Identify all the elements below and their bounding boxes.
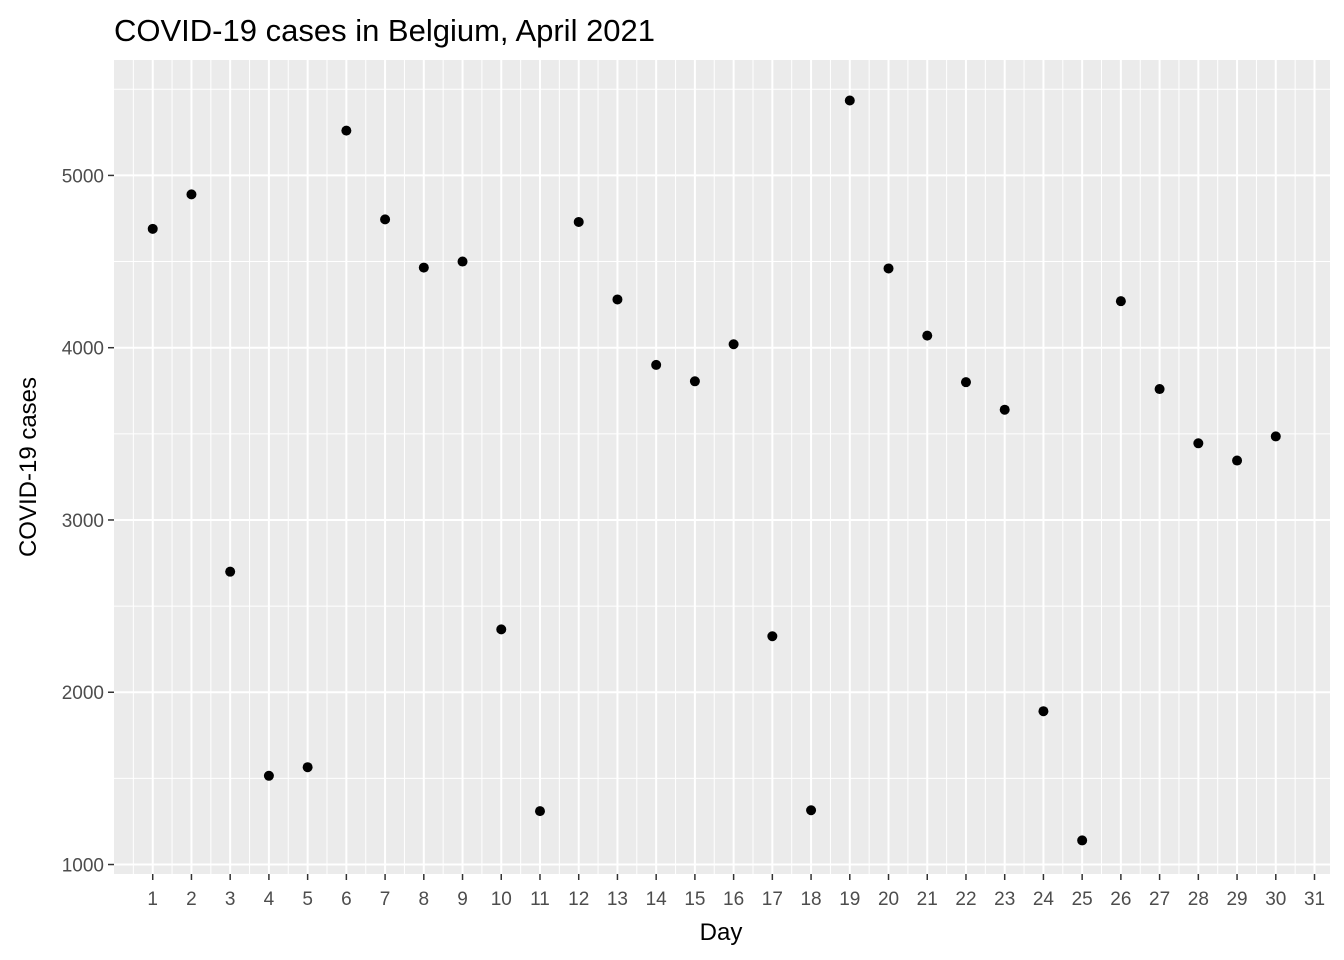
x-tick-label: 27 <box>1149 889 1170 910</box>
x-tick-label: 20 <box>878 889 899 910</box>
data-point <box>922 330 933 341</box>
x-tick-label: 31 <box>1304 889 1325 910</box>
y-tick-label: 1000 <box>62 856 104 877</box>
data-points <box>147 95 1281 846</box>
data-point <box>457 256 468 267</box>
y-tick-label: 5000 <box>62 166 104 187</box>
x-tick-label: 9 <box>457 889 468 910</box>
x-tick-label: 6 <box>341 889 352 910</box>
data-point <box>341 125 352 136</box>
x-tick-label: 23 <box>994 889 1015 910</box>
x-axis-ticks: 1 2 3 4 5 6 7 8 9 10 11 12 13 14 15 16 17 18 19 20 21 22 23 24 2… <box>147 874 1325 910</box>
x-tick-label: 29 <box>1226 889 1247 910</box>
data-point <box>534 806 545 817</box>
data-point <box>844 95 855 106</box>
chart-title: COVID-19 cases in Belgium, April 2021 <box>114 13 655 48</box>
data-point <box>728 339 739 350</box>
x-tick-label: 28 <box>1188 889 1209 910</box>
data-point <box>1270 431 1281 442</box>
data-point <box>883 263 894 274</box>
y-tick-label: 4000 <box>62 339 104 360</box>
x-tick-label: 21 <box>917 889 938 910</box>
data-point <box>573 216 584 227</box>
data-point <box>1077 835 1088 846</box>
x-tick-label: 15 <box>684 889 705 910</box>
x-tick-label: 17 <box>762 889 783 910</box>
data-point <box>302 762 313 773</box>
x-tick-label: 8 <box>419 889 430 910</box>
x-tick-label: 22 <box>955 889 976 910</box>
x-tick-label: 7 <box>380 889 391 910</box>
x-tick-label: 2 <box>186 889 197 910</box>
x-tick-label: 30 <box>1265 889 1286 910</box>
x-tick-label: 11 <box>530 889 550 910</box>
x-tick-label: 14 <box>646 889 668 910</box>
x-tick-label: 26 <box>1110 889 1131 910</box>
data-point <box>496 624 507 635</box>
data-point <box>960 377 971 388</box>
data-point <box>651 359 662 370</box>
x-tick-label: 24 <box>1033 889 1055 910</box>
data-point <box>767 631 778 642</box>
data-point <box>186 189 197 200</box>
x-tick-label: 25 <box>1072 889 1093 910</box>
y-axis-ticks: 1000 2000 3000 4000 5000 <box>62 166 114 877</box>
x-tick-label: 19 <box>839 889 860 910</box>
x-tick-label: 5 <box>302 889 313 910</box>
y-tick-label: 2000 <box>62 683 104 704</box>
data-point <box>1115 296 1126 307</box>
x-tick-label: 1 <box>147 889 158 910</box>
x-tick-label: 12 <box>568 889 589 910</box>
data-point <box>263 770 274 781</box>
x-tick-label: 4 <box>264 889 275 910</box>
data-point <box>999 404 1010 415</box>
data-point <box>689 376 700 387</box>
y-tick-label: 3000 <box>62 511 104 532</box>
data-point <box>1193 438 1204 449</box>
major-gridlines <box>114 60 1330 874</box>
data-point <box>1038 706 1049 717</box>
data-point <box>225 566 236 577</box>
x-axis-title: Day <box>700 919 743 946</box>
plot-panel <box>114 60 1330 874</box>
data-point <box>612 294 623 305</box>
data-point <box>147 223 158 234</box>
x-tick-label: 16 <box>723 889 744 910</box>
data-point <box>1154 384 1165 395</box>
x-tick-label: 13 <box>607 889 628 910</box>
data-point <box>380 214 391 225</box>
data-point <box>806 805 817 816</box>
x-tick-label: 3 <box>225 889 236 910</box>
minor-gridlines <box>114 60 1330 874</box>
y-axis-title: COVID-19 cases <box>15 377 42 557</box>
x-tick-label: 18 <box>800 889 821 910</box>
data-point <box>1232 455 1243 466</box>
x-tick-label: 10 <box>491 889 512 910</box>
data-point <box>418 262 429 273</box>
